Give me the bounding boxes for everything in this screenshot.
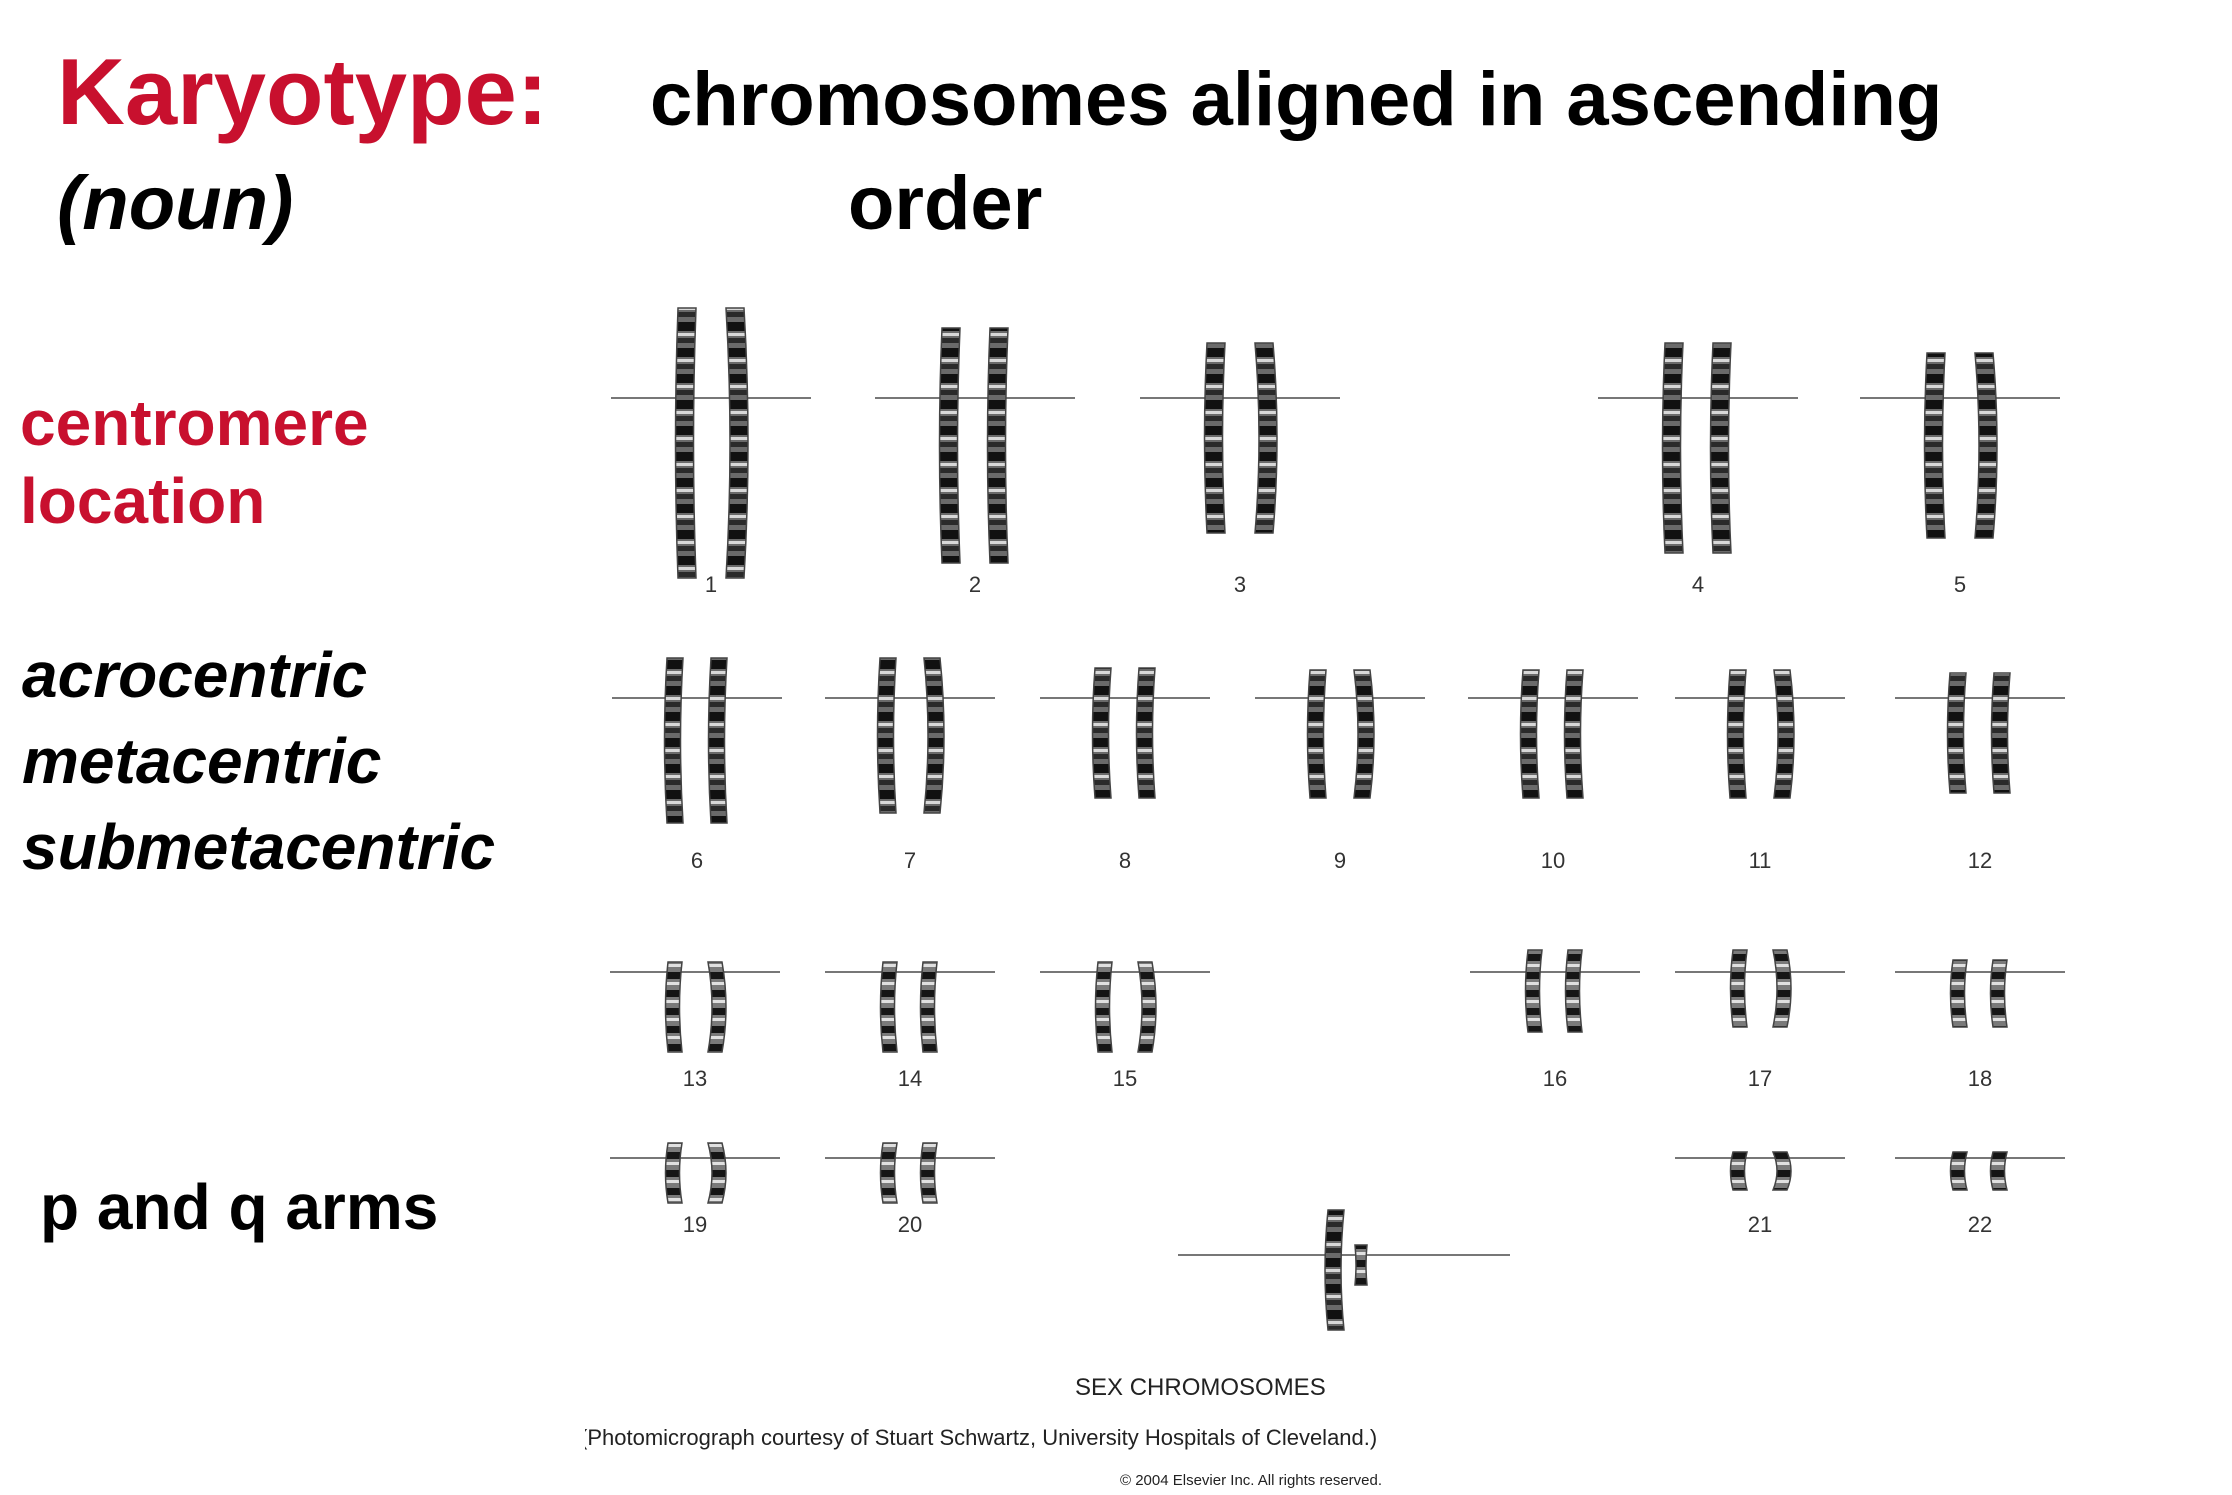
chromosome (938, 327, 961, 564)
chromosome (1989, 959, 2008, 1028)
location-label: location (20, 465, 266, 537)
chromosome (1135, 667, 1156, 799)
chromosome (674, 307, 697, 579)
chromosome (1729, 1151, 1748, 1191)
chromosome-number: 6 (691, 848, 703, 873)
chromosome-number: 11 (1749, 848, 1772, 873)
chromosome-number: 13 (683, 1066, 707, 1091)
chromosome (879, 1142, 898, 1204)
chromosome (1949, 959, 1968, 1028)
chromosome (664, 1142, 683, 1204)
title-keyword: Karyotype: (57, 39, 549, 144)
chromosome-number: 16 (1543, 1066, 1567, 1091)
chromosome (725, 307, 749, 579)
karyogram-image: 1 2 3 4 5 6 7 8 9 10 11 12 13 14 15 16 17 18 19 20 21 22 SEX … (585, 270, 2075, 1495)
chromosome (1137, 961, 1157, 1053)
x-chromosome (1324, 1209, 1345, 1331)
chromosome-number: 7 (904, 848, 916, 873)
chromosome (1974, 352, 1998, 539)
chromosome (664, 961, 683, 1053)
y-chromosome (1354, 1244, 1368, 1286)
type-acrocentric: acrocentric (22, 639, 368, 711)
chromosome (1709, 342, 1732, 554)
chromosome (876, 657, 897, 814)
chromosome (1946, 672, 1967, 794)
sex-chromosomes-label: SEX CHROMOSOMES (1075, 1374, 1326, 1401)
chromosome (1923, 352, 1946, 539)
chromosome (1990, 672, 2011, 794)
chromosome (986, 327, 1009, 564)
chromosome (1524, 949, 1543, 1033)
chromosome (707, 1142, 727, 1204)
chromosome (1771, 1151, 1792, 1191)
chromosome-number: 2 (969, 572, 981, 597)
chromosome-number: 17 (1748, 1066, 1772, 1091)
chromosome (1306, 669, 1327, 799)
type-submetacentric: submetacentric (22, 811, 496, 883)
chromosome-number: 3 (1234, 572, 1246, 597)
chromosome (1519, 669, 1540, 799)
chromosome-number: 5 (1954, 572, 1966, 597)
centromere-types-list: acrocentric metacentric submetacentric (22, 632, 495, 890)
chromosome (707, 961, 727, 1053)
chromosome (1254, 342, 1278, 534)
chromosome-number: 15 (1113, 1066, 1137, 1091)
chromosome (923, 657, 945, 814)
chromosome (1094, 961, 1113, 1053)
part-of-speech: (noun) (57, 161, 294, 246)
chromosome (1726, 669, 1747, 799)
chromosome (1949, 1151, 1968, 1191)
chromosome-number: 9 (1334, 848, 1346, 873)
chromosome-number: 22 (1968, 1212, 1992, 1237)
photo-credit: (Photomicrograph courtesy of Stuart Schw… (585, 1425, 1377, 1450)
definition-line-1: chromosomes aligned in ascending (650, 57, 1943, 142)
chromosome (1563, 669, 1584, 799)
arms-label: p and q arms (40, 1171, 439, 1243)
chromosome (919, 961, 938, 1053)
copyright-notice: © 2004 Elsevier Inc. All rights reserved… (1120, 1472, 1382, 1489)
chromosome-number: 19 (683, 1212, 707, 1237)
chromosome (1772, 949, 1792, 1028)
type-metacentric: metacentric (22, 725, 382, 797)
chromosome-number: 18 (1968, 1066, 1992, 1091)
chromosome-number: 1 (705, 572, 717, 597)
chromosome-number: 4 (1692, 572, 1704, 597)
chromosome (919, 1142, 938, 1204)
chromosome (879, 961, 898, 1053)
centromere-label: centromere (20, 387, 369, 459)
chromosome-number: 21 (1748, 1212, 1772, 1237)
chromosome-number: 20 (898, 1212, 922, 1237)
chromosome-number: 14 (898, 1066, 922, 1091)
chromosome-number: 12 (1968, 848, 1992, 873)
chromosome (1661, 342, 1684, 554)
chromosome (1091, 667, 1112, 799)
chromosome (1773, 669, 1795, 799)
chromosome (1989, 1151, 2008, 1191)
chromosome (663, 657, 684, 824)
chromosome-number: 8 (1119, 848, 1131, 873)
definition-line-2: order (848, 161, 1043, 246)
chromosome (1203, 342, 1226, 534)
chromosome (1729, 949, 1748, 1028)
chromosome (1564, 949, 1583, 1033)
chromosome (707, 657, 728, 824)
chromosome (1353, 669, 1375, 799)
chromosome-number: 10 (1541, 848, 1565, 873)
